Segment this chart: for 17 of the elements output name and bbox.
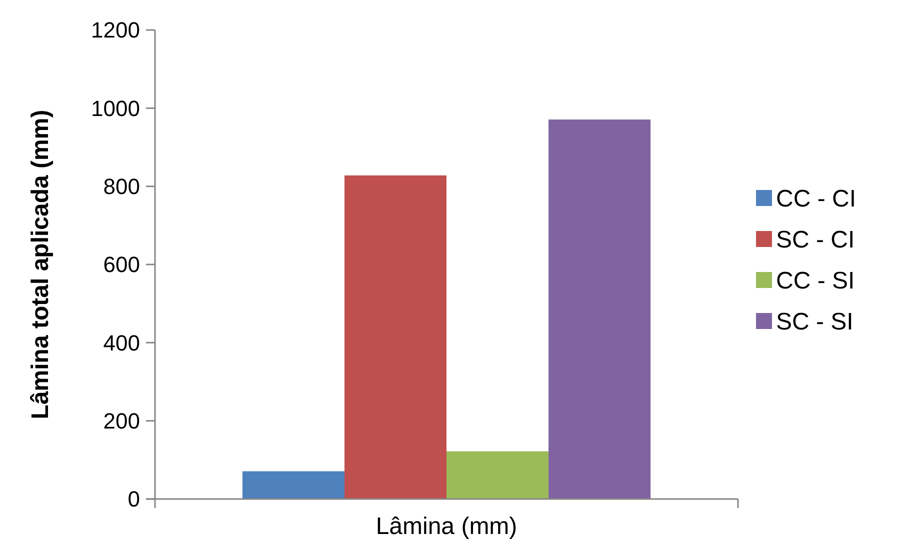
y-tick-label: 800 bbox=[103, 174, 140, 200]
bar bbox=[548, 120, 651, 499]
y-tick-label: 400 bbox=[103, 330, 140, 356]
legend-label: SC - CI bbox=[776, 226, 855, 254]
bar bbox=[344, 175, 446, 499]
y-tick-label: 200 bbox=[103, 408, 140, 434]
bar bbox=[242, 471, 344, 499]
legend-label: SC - SI bbox=[776, 308, 854, 336]
legend-label: CC - CI bbox=[776, 185, 856, 212]
legend-label: CC - SI bbox=[776, 267, 855, 294]
y-axis-title: Lâmina total aplicada (mm) bbox=[27, 110, 54, 420]
y-tick-label: 0 bbox=[128, 486, 140, 512]
y-tick-label: 1000 bbox=[91, 96, 140, 121]
bar bbox=[446, 451, 549, 499]
y-tick-label: 600 bbox=[103, 252, 140, 278]
y-tick-label: 1200 bbox=[91, 18, 140, 43]
x-axis-title: Lâmina (mm) bbox=[376, 513, 518, 540]
